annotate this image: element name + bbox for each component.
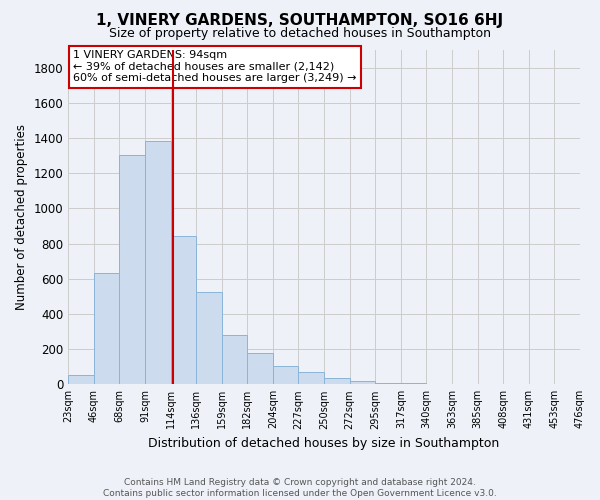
Bar <box>247 352 273 384</box>
Bar <box>375 382 401 384</box>
Bar <box>119 154 145 384</box>
Text: 1 VINERY GARDENS: 94sqm
← 39% of detached houses are smaller (2,142)
60% of semi: 1 VINERY GARDENS: 94sqm ← 39% of detache… <box>73 50 357 83</box>
Bar <box>145 140 170 384</box>
Bar <box>196 292 222 384</box>
Bar <box>273 366 298 384</box>
Text: Contains HM Land Registry data © Crown copyright and database right 2024.
Contai: Contains HM Land Registry data © Crown c… <box>103 478 497 498</box>
Text: Size of property relative to detached houses in Southampton: Size of property relative to detached ho… <box>109 28 491 40</box>
Bar <box>170 236 196 384</box>
Bar <box>222 335 247 384</box>
Text: 1, VINERY GARDENS, SOUTHAMPTON, SO16 6HJ: 1, VINERY GARDENS, SOUTHAMPTON, SO16 6HJ <box>97 12 503 28</box>
X-axis label: Distribution of detached houses by size in Southampton: Distribution of detached houses by size … <box>148 437 500 450</box>
Bar <box>68 374 94 384</box>
Bar <box>298 372 324 384</box>
Bar <box>324 378 350 384</box>
Y-axis label: Number of detached properties: Number of detached properties <box>15 124 28 310</box>
Bar <box>94 272 119 384</box>
Bar <box>350 381 375 384</box>
